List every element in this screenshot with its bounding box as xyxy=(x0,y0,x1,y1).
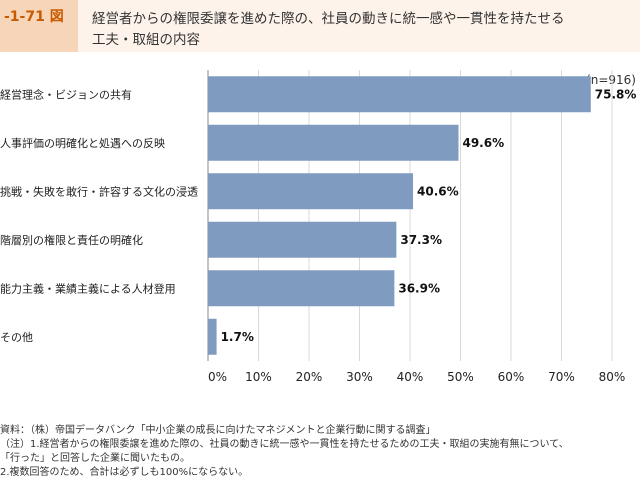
value-label: 1.7% xyxy=(221,330,254,344)
x-tick-label: 70% xyxy=(548,370,575,384)
category-label: 人事評価の明確化と処遇への反映 xyxy=(0,136,165,150)
x-tick-label: 30% xyxy=(346,370,373,384)
x-tick-label: 20% xyxy=(296,370,323,384)
value-label: 37.3% xyxy=(400,233,442,247)
figure-number: -1-71 図 xyxy=(0,0,78,52)
figure-header: -1-71 図 経営者からの権限委譲を進めた際の、社員の動きに統一感や一貫性を持… xyxy=(0,0,640,52)
value-label: 75.8% xyxy=(595,87,637,101)
category-label: 能力主義・業績主義による人材登用 xyxy=(0,281,176,295)
note-2: 2.複数回答のため、合計は必ずしも100%にならない。 xyxy=(0,467,249,478)
x-tick-label: 0% xyxy=(208,370,227,384)
category-label: 挑戦・失敗を敢行・許容する文化の浸透 xyxy=(0,184,198,198)
bar-chart: 経営理念・ビジョンの共有 75.8% 人事評価の明確化と処遇への反映 49.6% 挑戦・… xyxy=(0,70,637,384)
note-1-continued: 「行った」と回答した企業に聞いたもの。 xyxy=(0,453,190,464)
bar xyxy=(208,173,414,210)
bar xyxy=(208,76,591,113)
category-label: 階層別の権限と責任の明確化 xyxy=(0,233,143,247)
category-label: 経営理念・ビジョンの共有 xyxy=(0,87,132,101)
value-label: 36.9% xyxy=(398,281,440,295)
figure-title-line-2: 工夫・取組の内容 xyxy=(92,32,200,48)
category-label: その他 xyxy=(0,331,33,344)
bar xyxy=(208,270,395,307)
x-tick-label: 50% xyxy=(447,370,474,384)
value-label: 49.6% xyxy=(462,136,504,150)
bar xyxy=(208,318,217,355)
value-label: 40.6% xyxy=(417,184,459,198)
x-tick-label: 40% xyxy=(397,370,424,384)
x-tick-label: 10% xyxy=(245,370,272,384)
note-1: （注）1.経営者からの権限委譲を進めた際の、社員の動きに統一感や一貫性を持たせる… xyxy=(0,439,569,450)
figure-title: 経営者からの権限委譲を進めた際の、社員の動きに統一感や一貫性を持たせる 工夫・取… xyxy=(92,9,640,51)
bar xyxy=(208,221,397,258)
x-tick-label: 60% xyxy=(498,370,525,384)
figure-title-line-1: 経営者からの権限委譲を進めた際の、社員の動きに統一感や一貫性を持たせる xyxy=(92,11,565,27)
x-tick-label: 80% xyxy=(599,370,626,384)
sample-size-label: (n=916) xyxy=(586,73,636,87)
bar xyxy=(208,124,459,161)
source-note: 資料：（株）帝国データバンク「中小企業の成長に向けたマネジメントと企業行動に関す… xyxy=(0,425,436,436)
